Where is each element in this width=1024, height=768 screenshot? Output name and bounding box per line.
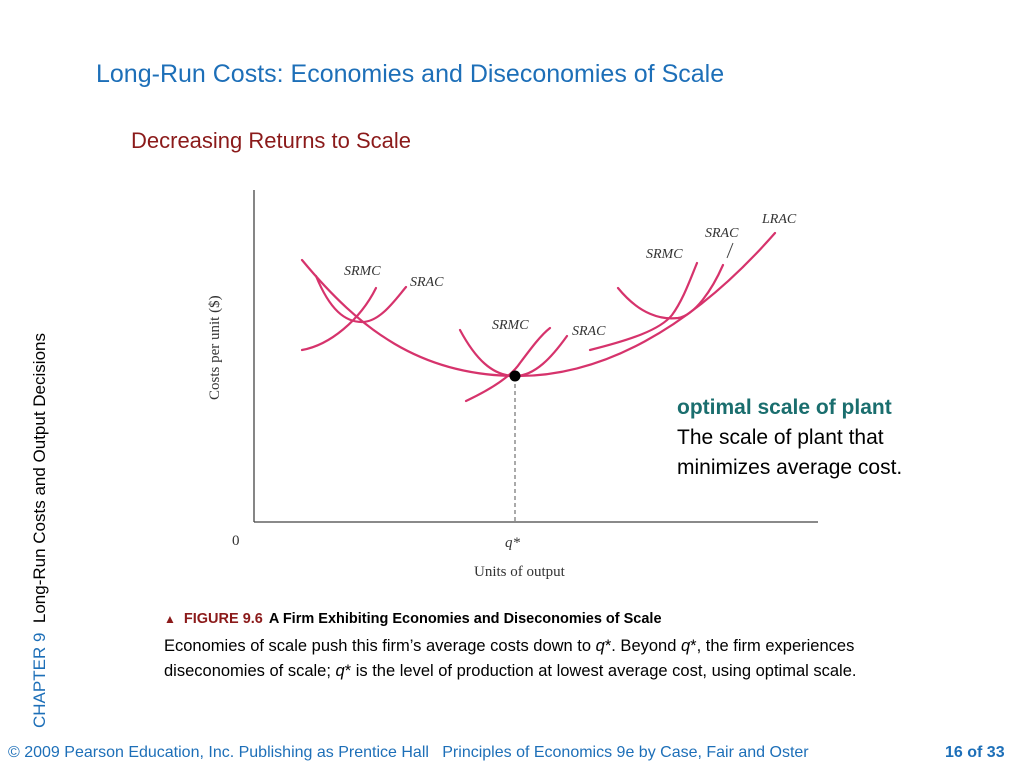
srmc-right-curve <box>588 261 699 352</box>
srac-right-label: SRAC <box>705 226 739 241</box>
x-axis-label: Units of output <box>474 564 566 580</box>
srmc-right-label: SRMC <box>646 247 683 262</box>
srmc-mid-label: SRMC <box>492 318 529 333</box>
srac-mid-curve <box>458 328 569 378</box>
srac-left-label: SRAC <box>410 275 444 290</box>
definition-text: The scale of plant that minimizes averag… <box>677 426 903 479</box>
srac-right-curve <box>616 263 725 320</box>
figure-caption: Economies of scale push this firm’s aver… <box>164 634 944 684</box>
srmc-mid-curve <box>464 326 552 403</box>
qstar-label: q* <box>505 535 521 551</box>
caption-part: * is the level of production at lowest a… <box>344 662 857 680</box>
srmc-left-curve <box>300 286 378 352</box>
caption-q: q <box>335 662 345 680</box>
srac-right-pointer <box>726 242 734 259</box>
slide-title: Long-Run Costs: Economies and Diseconomi… <box>96 60 725 88</box>
optimal-point-dot <box>509 370 521 382</box>
footer-copyright: © 2009 Pearson Education, Inc. Publishin… <box>8 744 809 761</box>
definition-term: optimal scale of plant <box>677 396 892 419</box>
definition-box: optimal scale of plant The scale of plan… <box>677 393 977 483</box>
srac-left-curve <box>314 274 408 324</box>
lrac-curve <box>300 231 777 378</box>
caption-part: *. Beyond <box>604 637 681 655</box>
triangle-icon: ▲ <box>164 612 176 626</box>
figure-name: A Firm Exhibiting Economies and Disecono… <box>268 611 662 627</box>
lrac-label: LRAC <box>761 212 797 227</box>
slide-subtitle: Decreasing Returns to Scale <box>131 128 412 153</box>
srmc-left-label: SRMC <box>344 264 381 279</box>
caption-q: q <box>595 637 605 655</box>
figure-heading: ▲ FIGURE 9.6 A Firm Exhibiting Economies a… <box>164 611 662 627</box>
caption-part: Economies of scale push this firm’s aver… <box>164 637 596 655</box>
y-axis-label: Costs per unit ($) <box>207 295 223 400</box>
footer-page-number: 16 of 33 <box>945 744 1005 761</box>
caption-part: *, the firm experiences diseconomies of … <box>164 637 855 680</box>
origin-label: 0 <box>232 533 240 549</box>
srac-mid-label: SRAC <box>572 324 606 339</box>
caption-q: q <box>680 637 691 655</box>
figure-label: FIGURE 9.6 <box>183 611 263 627</box>
